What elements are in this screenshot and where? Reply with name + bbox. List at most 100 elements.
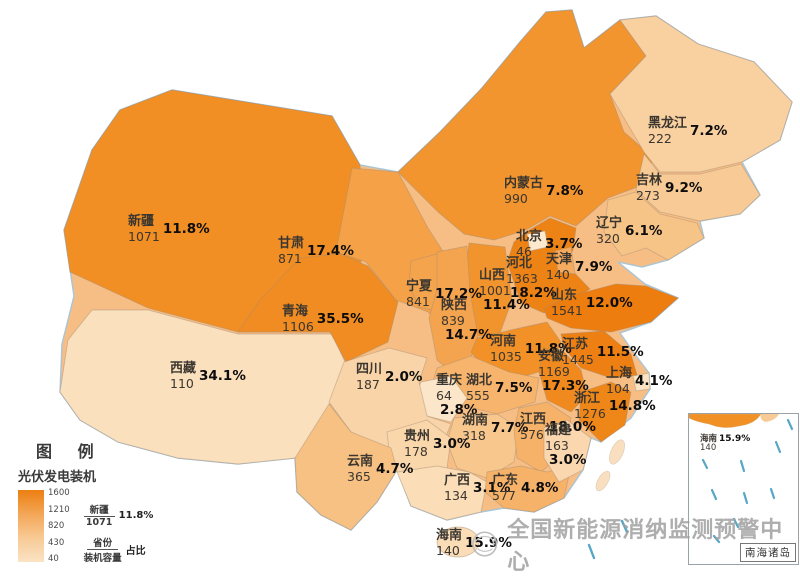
province-share: 18.2% — [510, 284, 557, 301]
province-name: 广东 — [492, 473, 519, 488]
province-region-neimenggu — [397, 9, 655, 241]
legend-tick: 40 — [48, 554, 59, 564]
province-name: 宁夏 — [406, 279, 433, 294]
province-label-xinjiang: 新疆 1071 11.8% — [128, 214, 210, 244]
province-capacity: 1276 — [574, 405, 606, 421]
island-small — [595, 470, 611, 492]
province-label-tianjin: 天津 140 7.9% — [546, 252, 613, 282]
province-capacity: 134 — [444, 487, 468, 503]
province-name: 福建 — [545, 423, 572, 438]
inset-coastline — [689, 414, 762, 428]
province-share: 6.1% — [625, 222, 663, 239]
province-share: 14.8% — [608, 397, 656, 414]
province-capacity: 140 — [546, 266, 570, 282]
province-region-shandong — [543, 283, 679, 333]
province-capacity: 871 — [278, 250, 302, 266]
province-share: 17.3% — [542, 377, 589, 394]
south-china-sea-inset: 海南 15.9% 140 南海诸岛 — [688, 413, 799, 565]
province-label-chongqing: 重庆 64 2.8% — [436, 373, 478, 418]
inset-hainan-name: 海南 — [700, 434, 718, 445]
legend-tick: 430 — [48, 537, 65, 548]
province-region-beijing — [526, 230, 549, 252]
province-name: 黑龙江 — [648, 116, 688, 131]
legend-example-capacity: 1071 — [85, 517, 113, 528]
island-taiwan — [609, 439, 625, 465]
province-capacity: 64 — [436, 387, 452, 403]
province-label-guizhou: 贵州 178 3.0% — [404, 429, 470, 459]
islands — [595, 439, 625, 492]
legend-caption-province: 省份 — [87, 535, 119, 550]
province-name: 河北 — [506, 256, 533, 271]
legend-title: 图 例 — [36, 442, 104, 461]
province-share: 18.0% — [549, 418, 596, 435]
inset-map — [689, 414, 794, 544]
province-share: 11.8% — [524, 340, 572, 357]
province-capacity: 1106 — [282, 318, 314, 334]
province-name: 浙江 — [574, 391, 601, 406]
province-share: 12.0% — [585, 294, 633, 311]
province-label-qinghai: 青海 1106 35.5% — [282, 304, 364, 334]
province-label-neimenggu: 内蒙古 990 7.8% — [504, 176, 583, 206]
province-name: 吉林 — [636, 173, 663, 188]
province-name: 江苏 — [562, 337, 589, 352]
province-share: 15.9% — [465, 534, 512, 551]
province-name: 上海 — [606, 366, 633, 381]
province-share: 7.9% — [575, 258, 613, 275]
province-name: 河南 — [490, 334, 517, 349]
province-label-shaanxi: 陕西 839 14.7% — [441, 298, 492, 343]
province-region-tianjin — [554, 246, 576, 275]
province-label-hebei: 河北 1363 18.2% — [506, 256, 557, 301]
province-label-anhui: 安徽 1169 17.3% — [538, 349, 589, 394]
legend-example: 新疆 1071 11.8% 省份 装机容量 占比 — [83, 502, 153, 564]
province-name: 贵州 — [404, 429, 431, 444]
province-label-ningxia: 宁夏 841 17.2% — [406, 279, 482, 309]
province-capacity: 841 — [406, 293, 430, 309]
province-name: 海南 — [436, 528, 463, 543]
province-label-yunnan: 云南 365 4.7% — [347, 454, 413, 484]
legend-tick: 820 — [48, 521, 65, 531]
inset-hainan-label: 海南 15.9% 140 — [700, 434, 750, 453]
province-share: 11.8% — [162, 220, 210, 237]
province-label-shanghai: 上海 104 4.1% — [606, 366, 672, 396]
province-capacity: 576 — [520, 426, 544, 442]
province-label-xizang: 西藏 110 34.1% — [170, 361, 246, 391]
province-label-jilin: 吉林 273 9.2% — [636, 173, 703, 203]
province-region-guangdong — [484, 465, 572, 513]
province-share: 11.4% — [483, 296, 530, 313]
province-name: 甘肃 — [278, 236, 305, 251]
province-region-shanghai — [632, 372, 651, 392]
province-share: 17.4% — [307, 242, 354, 259]
ocean-dashes — [587, 519, 629, 560]
province-region-yunnan — [294, 403, 398, 531]
watermark-text: 全国新能源消纳监测预警中心 — [507, 518, 784, 575]
province-share: 7.2% — [690, 122, 728, 139]
legend-caption-capacity: 装机容量 — [83, 553, 122, 564]
province-label-heilongjiang: 黑龙江 222 7.2% — [648, 116, 728, 146]
province-name: 新疆 — [128, 214, 155, 229]
province-share: 9.2% — [665, 179, 703, 196]
province-share: 3.1% — [473, 479, 511, 496]
province-label-guangdong: 广东 577 4.8% — [492, 473, 559, 503]
province-region-guangxi — [396, 465, 488, 521]
province-label-sichuan: 四川 187 2.0% — [356, 362, 422, 392]
province-capacity: 178 — [404, 443, 428, 459]
province-label-henan: 河南 1035 11.8% — [490, 334, 572, 364]
province-layer — [59, 9, 793, 558]
province-label-shandong: 山东 1541 12.0% — [551, 288, 633, 318]
province-name: 内蒙古 — [504, 176, 544, 191]
province-region-hainan — [436, 526, 480, 558]
province-label-hubei: 湖北 555 7.5% — [466, 373, 532, 403]
province-capacity: 990 — [504, 190, 528, 206]
province-label-jiangxi: 江西 576 18.0% — [520, 412, 596, 442]
province-share: 2.8% — [440, 401, 478, 418]
province-share: 4.8% — [521, 479, 559, 496]
province-name: 青海 — [282, 304, 309, 319]
province-capacity: 1445 — [562, 351, 594, 367]
province-label-hunan: 湖南 318 7.7% — [462, 413, 528, 443]
province-name: 安徽 — [538, 349, 565, 364]
province-name: 云南 — [347, 454, 374, 469]
province-name: 江西 — [520, 412, 547, 427]
province-capacity: 273 — [636, 187, 660, 203]
province-share: 3.7% — [545, 235, 583, 252]
